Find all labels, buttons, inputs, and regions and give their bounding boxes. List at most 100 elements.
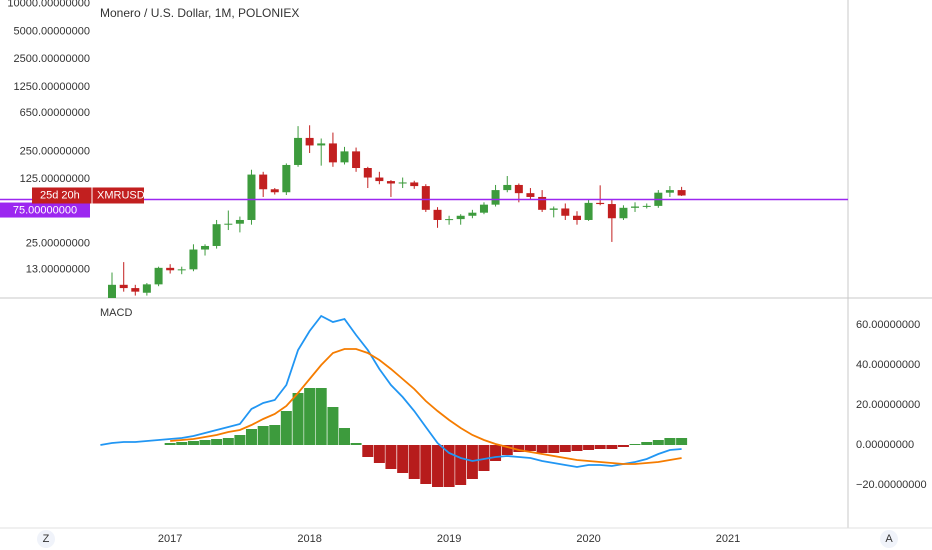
histogram-bar <box>397 445 409 473</box>
auto-scale-button[interactable] <box>880 530 898 548</box>
y-tick-label: 20.00000000 <box>856 399 920 411</box>
candle-body <box>224 223 233 225</box>
candle-body <box>340 151 349 163</box>
histogram-bar <box>501 445 513 455</box>
histogram-bar <box>606 445 618 449</box>
candle-body <box>479 204 488 213</box>
candle-body <box>107 284 116 298</box>
candle-body <box>631 206 640 208</box>
y-tick-label: 1250.00000000 <box>14 81 90 93</box>
indicator-line <box>170 348 682 465</box>
candle-body <box>166 267 175 271</box>
candle-body <box>270 189 279 193</box>
candle-body <box>328 143 337 163</box>
price-line-label: 75.00000000 <box>13 204 77 216</box>
histogram-bar <box>583 445 595 450</box>
candle-body <box>386 181 395 184</box>
y-tick-label: 40.00000000 <box>856 359 920 371</box>
candle-body <box>212 224 221 246</box>
candle-body <box>456 215 465 220</box>
candle-body <box>247 174 256 220</box>
histogram-bar <box>455 445 467 485</box>
histogram-bar <box>211 439 223 445</box>
histogram-bar <box>292 393 304 445</box>
candle-body <box>549 208 558 210</box>
symbol-label: XMRUSD <box>97 189 145 201</box>
histogram-bar <box>280 411 292 445</box>
histogram-bar <box>559 445 571 452</box>
countdown-box <box>32 187 144 204</box>
histogram-bar <box>420 445 432 484</box>
histogram-bar <box>327 407 339 445</box>
candle-body <box>294 137 303 165</box>
indicator-title: MACD <box>100 307 132 319</box>
histogram-bar <box>373 445 385 463</box>
candle-body <box>421 186 430 210</box>
candle-body <box>119 284 128 289</box>
histogram-bar <box>176 442 188 445</box>
y-tick-label: 10000.00000000 <box>7 0 90 10</box>
x-tick-label: 2017 <box>158 533 182 545</box>
histogram-bar <box>466 445 478 479</box>
zoom-button[interactable] <box>37 530 55 548</box>
histogram-bar <box>164 443 176 445</box>
candle-body <box>607 204 616 219</box>
candle-body <box>491 190 500 205</box>
y-tick-label: 2500.00000000 <box>14 53 90 65</box>
histogram-bar <box>257 426 269 445</box>
candle-body <box>584 202 593 220</box>
histogram-bar <box>664 438 676 445</box>
auto-scale-button-label[interactable]: A <box>885 533 893 545</box>
histogram-bar <box>385 445 397 469</box>
histogram-bar <box>350 443 362 445</box>
candle-body <box>445 219 454 221</box>
candle-body <box>189 249 198 270</box>
histogram-bar <box>676 438 688 445</box>
y-tick-label: −20.00000000 <box>856 479 927 491</box>
histogram-bar <box>245 429 257 445</box>
candle-body <box>398 182 407 184</box>
histogram-bar <box>339 428 350 445</box>
histogram-bar <box>443 445 455 487</box>
histogram-bar <box>524 445 536 451</box>
price-line-label-box <box>0 202 90 218</box>
candle-body <box>526 193 535 197</box>
candle-body <box>538 196 547 210</box>
indicator-line <box>100 314 682 468</box>
histogram-bar <box>548 445 560 453</box>
countdown-label: 25d 20h <box>40 189 80 201</box>
x-tick-label: 2020 <box>576 533 600 545</box>
y-tick-label: 650.00000000 <box>20 107 90 119</box>
x-tick-label: 2019 <box>437 533 461 545</box>
histogram-bar <box>536 445 548 453</box>
chart-title: Monero / U.S. Dollar, 1M, POLONIEX <box>100 6 299 20</box>
candle-body <box>561 208 570 216</box>
candle-body <box>573 215 582 220</box>
histogram-bar <box>315 388 327 445</box>
histogram-bar <box>362 445 374 457</box>
histogram-bar <box>652 440 664 445</box>
zoom-button-label[interactable]: Z <box>43 533 50 545</box>
candle-body <box>235 219 244 224</box>
histogram-bar <box>432 445 444 487</box>
candle-body <box>282 164 291 193</box>
candle-body <box>665 190 674 193</box>
candle-body <box>619 207 628 219</box>
y-tick-label: 25.00000000 <box>26 237 90 249</box>
histogram-bar <box>269 425 281 445</box>
histogram-bar <box>187 441 199 445</box>
candle-body <box>154 267 163 285</box>
candle-body <box>142 284 151 293</box>
y-tick-label: 13.00000000 <box>26 264 90 276</box>
candle-body <box>352 151 361 169</box>
histogram-bar <box>408 445 420 479</box>
candle-body <box>642 205 651 207</box>
y-tick-label: 60.00000000 <box>856 319 920 331</box>
histogram-bar <box>490 445 502 461</box>
histogram-bar <box>199 440 211 445</box>
candle-body <box>677 190 686 196</box>
candle-body <box>131 288 140 292</box>
histogram-bar <box>617 445 629 447</box>
histogram-bar <box>571 445 583 451</box>
